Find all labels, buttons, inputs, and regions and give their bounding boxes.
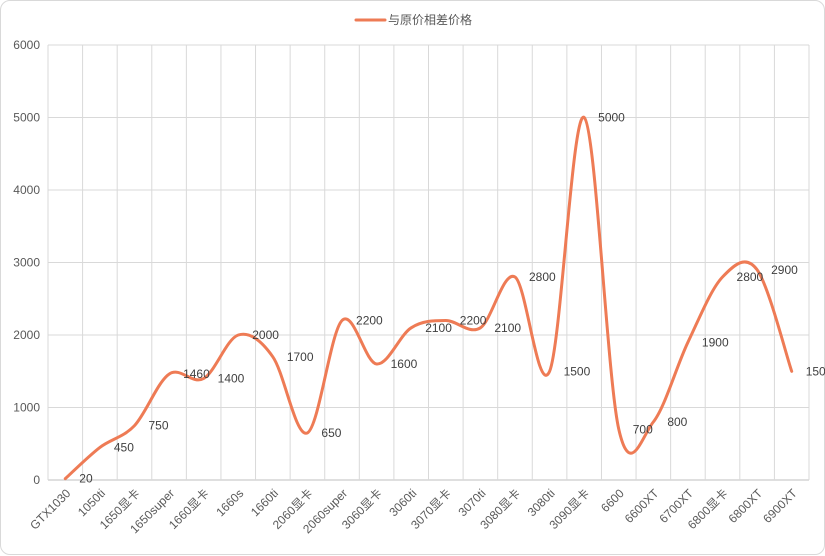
data-label: 2800 (529, 270, 556, 284)
data-label: 1460 (183, 367, 210, 381)
legend-label: 与原价相差价格 (388, 12, 472, 27)
data-label: 5000 (598, 111, 625, 125)
data-label: 2900 (771, 263, 798, 277)
data-label: 1700 (287, 350, 314, 364)
y-tick-label: 4000 (13, 183, 40, 197)
y-axis-ticks: 0 1000 2000 3000 4000 5000 6000 (13, 38, 40, 487)
gridlines (47, 44, 810, 481)
data-label: 1500 (806, 364, 825, 378)
y-tick-label: 3000 (13, 256, 40, 270)
y-tick-label: 6000 (13, 38, 40, 52)
data-label: 2100 (494, 321, 521, 335)
data-label: 1600 (391, 357, 418, 371)
data-label: 750 (148, 419, 168, 433)
data-label: 1900 (702, 335, 729, 349)
x-tick-label: 6600XT (622, 486, 662, 526)
data-label: 1400 (218, 372, 245, 386)
x-tick-label: 3060ti (386, 486, 419, 519)
x-tick-label: 1660ti (248, 486, 281, 519)
y-tick-label: 0 (33, 473, 40, 487)
x-tick-label: 1050ti (75, 486, 108, 519)
legend[interactable]: 与原价相差价格 (354, 12, 472, 27)
y-tick-label: 5000 (13, 111, 40, 125)
x-tick-label: 3070ti (455, 486, 488, 519)
x-tick-label: 6600 (598, 486, 627, 515)
data-label: 2200 (356, 314, 383, 328)
x-tick-label: 6900XT (760, 486, 800, 526)
data-label: 2100 (425, 321, 452, 335)
data-label: 2000 (252, 328, 279, 342)
data-label: 20 (79, 472, 93, 486)
series-line (63, 115, 794, 481)
x-tick-label: 3080ti (525, 486, 558, 519)
data-label: 700 (633, 422, 653, 436)
x-tick-label: 6800XT (726, 486, 766, 526)
data-label: 650 (321, 426, 341, 440)
data-label: 450 (114, 440, 134, 454)
x-tick-label: 1660s (213, 486, 246, 519)
data-label: 1500 (564, 364, 591, 378)
data-label: 2800 (737, 270, 764, 284)
y-tick-label: 1000 (13, 401, 40, 415)
data-label: 800 (667, 415, 687, 429)
data-labels: 20 450 750 1460 1400 2000 1700 650 2200 1600 2100 2… (79, 111, 825, 486)
data-label: 2200 (460, 314, 487, 328)
y-tick-label: 2000 (13, 328, 40, 342)
x-tick-label: GTX1030 (27, 486, 73, 532)
